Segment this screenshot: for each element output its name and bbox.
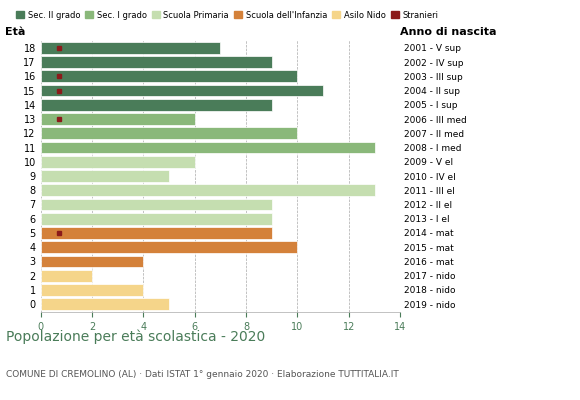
- Bar: [41, 284, 143, 296]
- Bar: [41, 184, 375, 196]
- Text: COMUNE DI CREMOLINO (AL) · Dati ISTAT 1° gennaio 2020 · Elaborazione TUTTITALIA.: COMUNE DI CREMOLINO (AL) · Dati ISTAT 1°…: [6, 370, 398, 379]
- Text: Età: Età: [5, 27, 25, 37]
- Bar: [41, 56, 272, 68]
- Bar: [41, 70, 298, 82]
- Bar: [41, 170, 169, 182]
- Bar: [41, 142, 375, 153]
- Bar: [41, 113, 195, 125]
- Bar: [41, 199, 272, 210]
- Text: Popolazione per età scolastica - 2020: Popolazione per età scolastica - 2020: [6, 330, 265, 344]
- Bar: [41, 85, 323, 96]
- Bar: [41, 128, 298, 139]
- Bar: [41, 227, 272, 239]
- Bar: [41, 99, 272, 111]
- Bar: [41, 42, 220, 54]
- Bar: [41, 213, 272, 224]
- Bar: [41, 241, 298, 253]
- Bar: [41, 298, 169, 310]
- Legend: Sec. II grado, Sec. I grado, Scuola Primaria, Scuola dell'Infanzia, Asilo Nido, : Sec. II grado, Sec. I grado, Scuola Prim…: [16, 10, 438, 20]
- Bar: [41, 270, 92, 282]
- Bar: [41, 256, 143, 267]
- Bar: [41, 156, 195, 168]
- Text: Anno di nascita: Anno di nascita: [400, 27, 496, 37]
